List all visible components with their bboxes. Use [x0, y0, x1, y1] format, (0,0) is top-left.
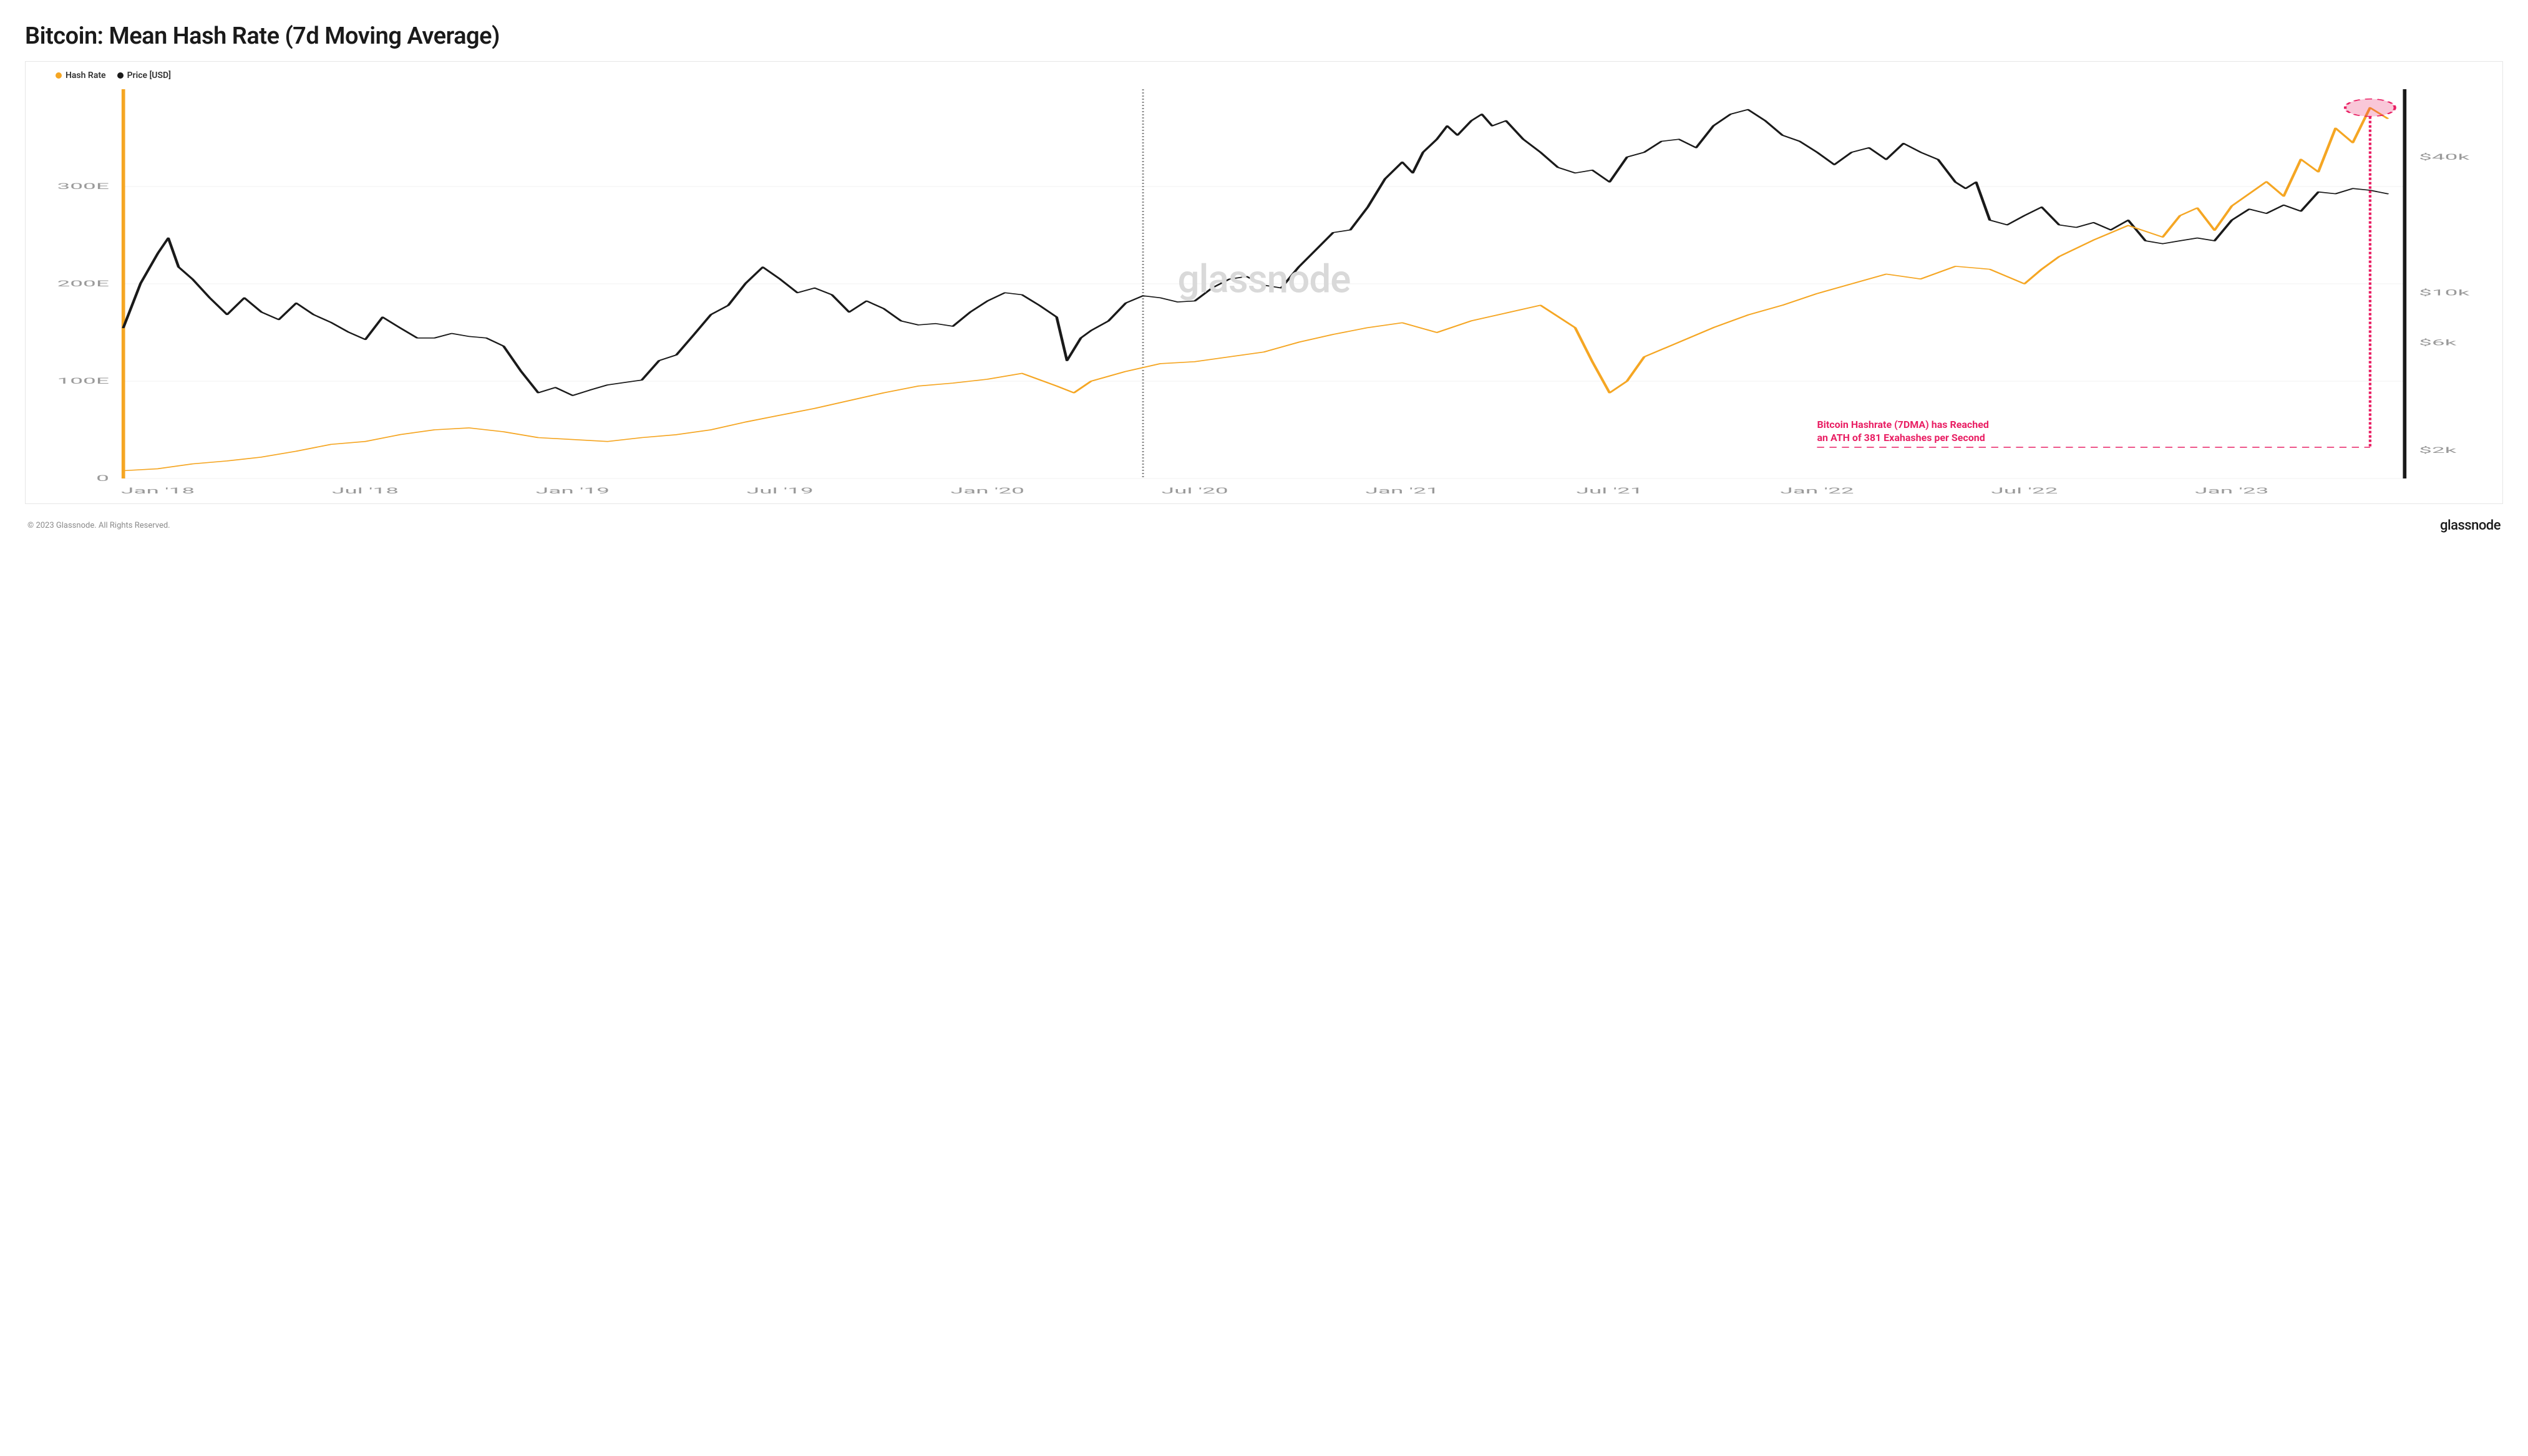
annotation-line1: Bitcoin Hashrate (7DMA) has Reached: [1817, 419, 1988, 432]
svg-text:Jul '20: Jul '20: [1162, 486, 1228, 495]
svg-text:Jul '19: Jul '19: [747, 486, 814, 495]
svg-text:100E: 100E: [57, 376, 109, 386]
brand-logo: glassnode: [2440, 518, 2501, 533]
legend-item-hashrate: Hash Rate: [56, 70, 106, 80]
svg-text:300E: 300E: [57, 182, 109, 191]
svg-text:Jan '18: Jan '18: [121, 486, 195, 495]
svg-text:Jul '21: Jul '21: [1576, 486, 1643, 495]
legend: Hash Rate Price [USD]: [56, 70, 171, 80]
svg-text:Jul '22: Jul '22: [1991, 486, 2058, 495]
svg-text:Jan '23: Jan '23: [2195, 486, 2268, 495]
legend-dot-hashrate: [56, 72, 62, 79]
legend-label-hashrate: Hash Rate: [66, 70, 106, 80]
plot-area: glassnode 0100E200E300E$2k$6k$10k$40kJan…: [38, 73, 2490, 497]
svg-text:$40k: $40k: [2419, 152, 2470, 162]
svg-text:$2k: $2k: [2419, 445, 2458, 455]
annotation-line2: an ATH of 381 Exahashes per Second: [1817, 432, 1988, 445]
legend-label-price: Price [USD]: [127, 70, 171, 80]
svg-text:Jul '18: Jul '18: [332, 486, 399, 495]
legend-dot-price: [117, 72, 124, 79]
svg-text:Jan '20: Jan '20: [951, 486, 1024, 495]
svg-text:$10k: $10k: [2419, 288, 2470, 297]
svg-text:200E: 200E: [57, 279, 109, 288]
svg-text:Jan '19: Jan '19: [536, 486, 610, 495]
svg-text:$6k: $6k: [2419, 337, 2458, 347]
chart-title: Bitcoin: Mean Hash Rate (7d Moving Avera…: [25, 22, 2503, 50]
legend-item-price: Price [USD]: [117, 70, 171, 80]
svg-text:0: 0: [96, 473, 109, 483]
chart-container: Hash Rate Price [USD] glassnode 0100E200…: [25, 61, 2503, 504]
annotation-text: Bitcoin Hashrate (7DMA) has Reached an A…: [1817, 419, 1988, 445]
svg-text:Jan '21: Jan '21: [1365, 486, 1439, 495]
svg-text:Jan '22: Jan '22: [1780, 486, 1854, 495]
chart-svg: 0 100E 200E 300E $2k $6k $10k $40k Jan '18 Jul '1…: [38, 73, 2490, 497]
copyright: © 2023 Glassnode. All Rights Reserved.: [27, 521, 170, 530]
